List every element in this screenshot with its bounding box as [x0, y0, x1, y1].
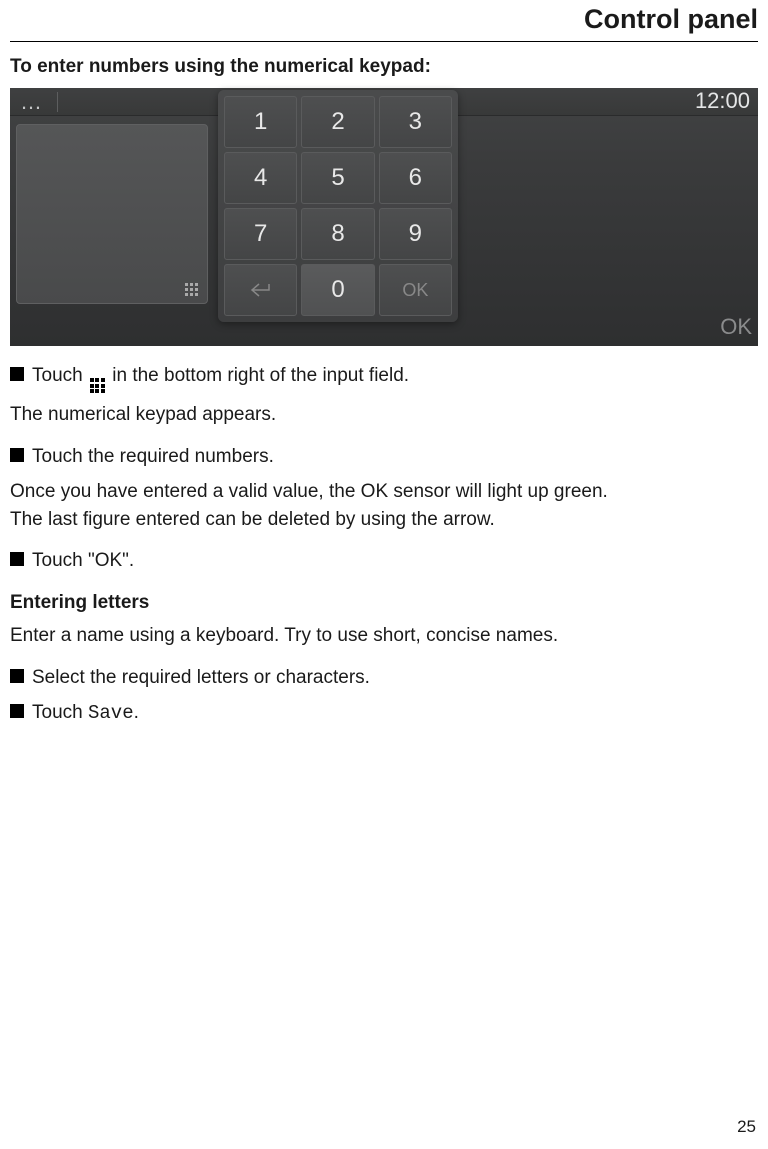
- key-4[interactable]: 4: [224, 152, 297, 204]
- key-7[interactable]: 7: [224, 208, 297, 260]
- text-fragment: in the bottom right of the input field.: [112, 365, 409, 386]
- text-fragment: Touch: [32, 365, 88, 386]
- header-title: Control panel: [584, 4, 758, 34]
- step-text: Touch in the bottom right of the input f…: [32, 362, 409, 393]
- instruction-step: Select the required letters or character…: [10, 664, 758, 692]
- appliance-screenshot: … 12:00 1 2 3 4 5 6 7 8 9 0 OK OK: [10, 88, 758, 346]
- paragraph: Once you have entered a valid value, the…: [10, 478, 758, 533]
- instruction-step: Touch in the bottom right of the input f…: [10, 362, 758, 393]
- input-field[interactable]: [16, 124, 208, 304]
- paragraph: Enter a name using a keyboard. Try to us…: [10, 622, 758, 650]
- subsection-title: Entering letters: [10, 589, 758, 617]
- instruction-step: Touch Save.: [10, 699, 758, 728]
- key-ok[interactable]: OK: [379, 264, 452, 316]
- text-fragment: .: [134, 702, 139, 723]
- bullet-icon: [10, 704, 24, 718]
- instructions-body: Touch in the bottom right of the input f…: [10, 362, 758, 728]
- key-3[interactable]: 3: [379, 96, 452, 148]
- key-1[interactable]: 1: [224, 96, 297, 148]
- key-2[interactable]: 2: [301, 96, 374, 148]
- step-text: Touch the required numbers.: [32, 443, 274, 471]
- page-header: Control panel: [10, 0, 758, 42]
- numerical-keypad: 1 2 3 4 5 6 7 8 9 0 OK: [218, 90, 458, 322]
- key-6[interactable]: 6: [379, 152, 452, 204]
- keypad-grid-icon: [90, 378, 105, 393]
- bullet-icon: [10, 552, 24, 566]
- ok-sensor[interactable]: OK: [720, 314, 752, 340]
- bullet-icon: [10, 669, 24, 683]
- page-number: 25: [737, 1117, 756, 1137]
- instruction-step: Touch the required numbers.: [10, 443, 758, 471]
- key-0[interactable]: 0: [301, 264, 374, 316]
- divider: [57, 92, 58, 112]
- step-text: Touch "OK".: [32, 547, 134, 575]
- code-text: Save: [88, 702, 134, 724]
- key-9[interactable]: 9: [379, 208, 452, 260]
- keypad-toggle-icon[interactable]: [185, 283, 199, 297]
- text-fragment: Touch: [32, 702, 88, 723]
- key-8[interactable]: 8: [301, 208, 374, 260]
- key-5[interactable]: 5: [301, 152, 374, 204]
- instruction-step: Touch "OK".: [10, 547, 758, 575]
- back-arrow-icon: [249, 281, 273, 299]
- bullet-icon: [10, 367, 24, 381]
- step-text: Select the required letters or character…: [32, 664, 370, 692]
- text-line: Once you have entered a valid value, the…: [10, 481, 608, 502]
- section-title: To enter numbers using the numerical key…: [10, 56, 758, 78]
- menu-dots-icon: …: [10, 95, 43, 109]
- text-line: The last figure entered can be deleted b…: [10, 509, 495, 530]
- clock-display: 12:00: [695, 88, 750, 114]
- key-back[interactable]: [224, 264, 297, 316]
- step-text: Touch Save.: [32, 699, 139, 728]
- bullet-icon: [10, 448, 24, 462]
- paragraph: The numerical keypad appears.: [10, 401, 758, 429]
